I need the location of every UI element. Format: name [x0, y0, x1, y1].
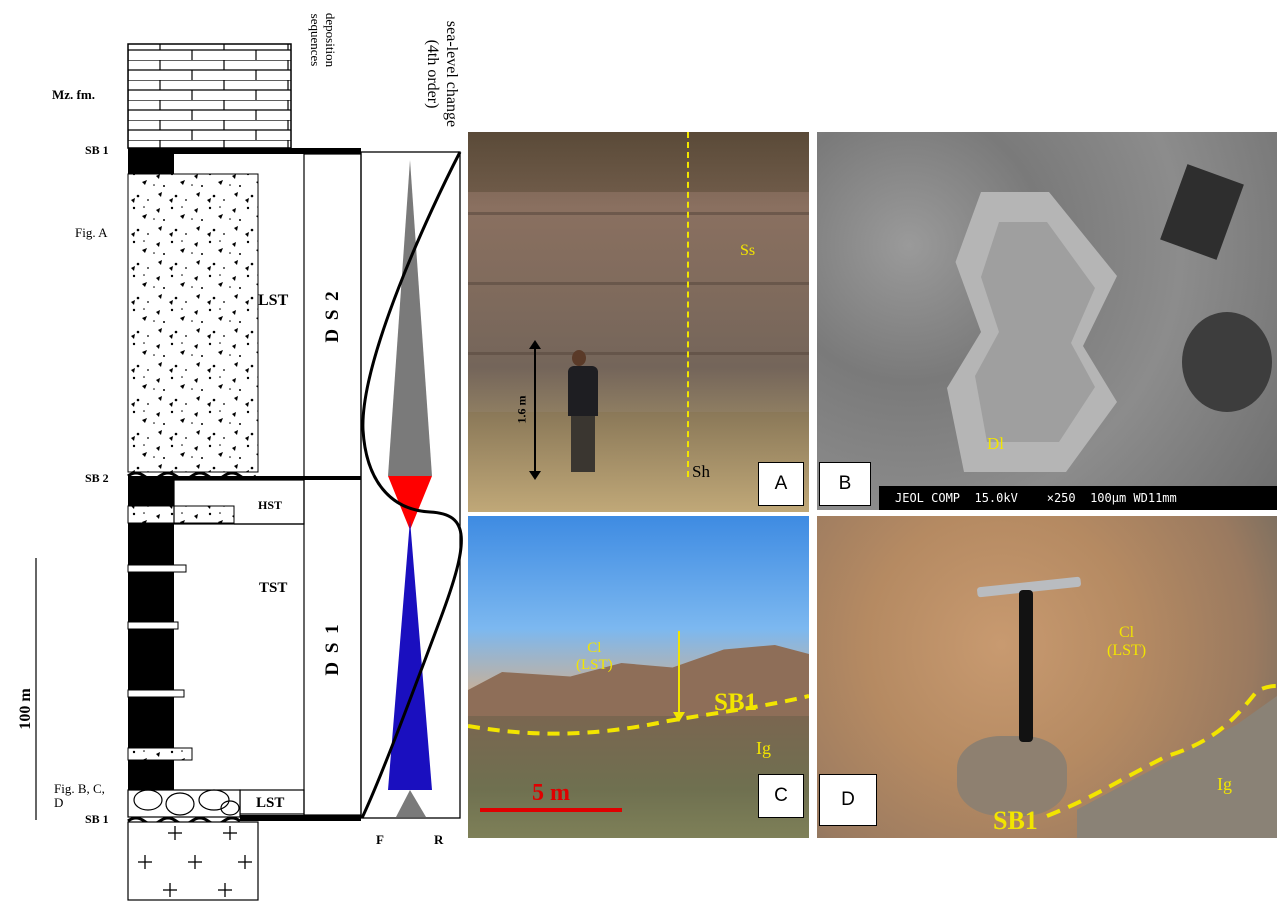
photo-a-outcrop: 1.6 m Ss Sh A	[468, 132, 809, 512]
photo-d-tag: D	[819, 774, 877, 826]
lst-upper-label: LST	[258, 292, 288, 310]
sb1-label-d: SB1	[993, 806, 1038, 836]
height-label: 1.6 m	[515, 396, 530, 424]
photo-c-landscape: Cl (LST) SB1 Ig 5 m C	[468, 516, 809, 838]
scale-label-c: 5 m	[532, 780, 570, 807]
highstand-triangle	[388, 160, 432, 476]
photo-a-tag: A	[758, 462, 804, 506]
scale-bar-c	[480, 808, 622, 812]
lst-upper-unit	[128, 174, 258, 472]
dl-label: Dl	[987, 434, 1004, 454]
photo-b-sem: Dl JEOL COMP 15.0kV ×250 100μm WD11mm B	[817, 132, 1277, 510]
cl-label-d: Cl (LST)	[1107, 624, 1146, 660]
photo-d-contact: Cl (LST) SB1 Ig D	[817, 516, 1277, 838]
photo-c-tag: C	[758, 774, 804, 818]
ds1-label: D S 1	[322, 614, 344, 684]
person-head	[572, 350, 586, 366]
formation-label: Mz. fm.	[52, 87, 95, 103]
sb1-top-label: SB 1	[85, 143, 109, 158]
sb1-surface-c	[468, 696, 809, 734]
axis-rise-label: R	[434, 832, 443, 848]
ig-label-d: Ig	[1217, 774, 1232, 795]
shale-column	[128, 480, 174, 790]
hst-label: HST	[258, 498, 282, 513]
axis-fall-label: F	[376, 832, 384, 848]
sea-level-header: sea-level change (4th order)	[417, 1, 461, 147]
sb1-bottom-line	[240, 815, 361, 821]
lst-lower-label: LST	[256, 795, 284, 812]
contact-line	[687, 132, 689, 477]
cl-label-c: Cl (LST)	[576, 640, 613, 674]
sem-info-bar: JEOL COMP 15.0kV ×250 100μm WD11mm	[879, 486, 1277, 510]
ig-label-c: Ig	[756, 738, 771, 759]
height-arrow	[534, 346, 536, 474]
dark-grain	[1182, 312, 1272, 412]
ss-label: Ss	[740, 242, 755, 260]
person-body	[568, 366, 598, 416]
sb1-bottom-label: SB 1	[85, 812, 109, 827]
sequence-column	[304, 154, 361, 815]
sb1-label-c: SB1	[714, 689, 757, 717]
sb1-surface-d	[1047, 686, 1277, 816]
scale-label: 100 m	[17, 679, 35, 739]
sb1-top-line	[128, 148, 361, 154]
limestone-block	[128, 44, 291, 148]
fig-a-ref: Fig. A	[75, 225, 108, 241]
sh-label: Sh	[692, 462, 710, 482]
tst-label: TST	[259, 580, 287, 597]
basement-unit	[128, 822, 258, 900]
sb2-label: SB 2	[85, 471, 109, 486]
deposition-sequences-header: deposition sequences	[298, 0, 338, 90]
fig-bcd-ref: Fig. B, C, D	[54, 782, 105, 810]
photo-b-tag: B	[819, 462, 871, 506]
ds2-label: D S 2	[322, 281, 344, 351]
